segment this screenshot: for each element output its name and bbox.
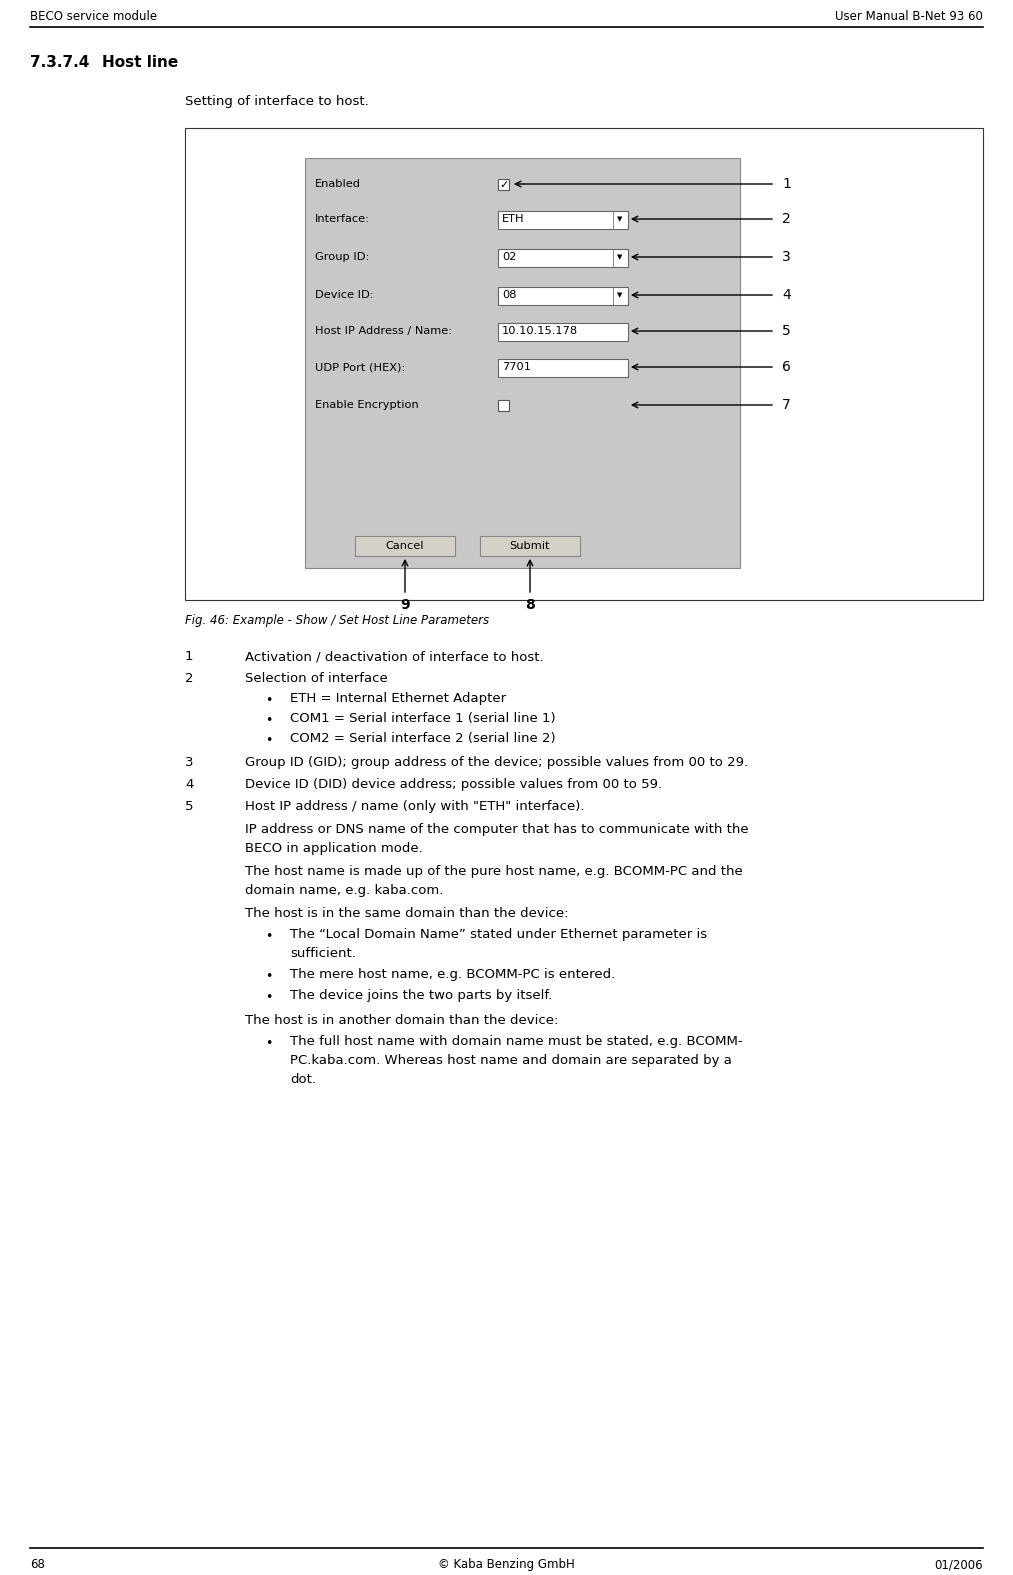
Text: 5: 5 — [185, 800, 193, 813]
Text: The host is in another domain than the device:: The host is in another domain than the d… — [245, 1014, 558, 1027]
Text: IP address or DNS name of the computer that has to communicate with the: IP address or DNS name of the computer t… — [245, 824, 749, 836]
Text: 3: 3 — [782, 250, 791, 265]
Text: 3: 3 — [185, 756, 193, 769]
Text: 4: 4 — [185, 778, 193, 791]
Text: The mere host name, e.g. BCOMM-PC is entered.: The mere host name, e.g. BCOMM-PC is ent… — [290, 969, 615, 981]
Text: Enable Encryption: Enable Encryption — [315, 400, 418, 410]
Text: Host IP address / name (only with "ETH" interface).: Host IP address / name (only with "ETH" … — [245, 800, 585, 813]
Bar — [498, 249, 628, 268]
Text: ETH = Internal Ethernet Adapter: ETH = Internal Ethernet Adapter — [290, 691, 506, 706]
Text: 7: 7 — [782, 398, 791, 413]
Text: dot.: dot. — [290, 1073, 316, 1087]
Text: Host line: Host line — [102, 55, 178, 69]
Text: •: • — [265, 929, 272, 943]
Bar — [480, 536, 580, 556]
Text: The device joins the two parts by itself.: The device joins the two parts by itself… — [290, 989, 552, 1002]
Text: 8: 8 — [525, 598, 535, 613]
Text: 7701: 7701 — [502, 362, 531, 372]
Text: Group ID (GID); group address of the device; possible values from 00 to 29.: Group ID (GID); group address of the dev… — [245, 756, 749, 769]
Text: 01/2006: 01/2006 — [934, 1558, 983, 1570]
Text: 1: 1 — [782, 176, 791, 191]
Text: 02: 02 — [502, 252, 517, 261]
Text: 08: 08 — [502, 290, 517, 299]
Text: Cancel: Cancel — [386, 540, 424, 551]
Text: ▼: ▼ — [617, 254, 622, 260]
Text: COM2 = Serial interface 2 (serial line 2): COM2 = Serial interface 2 (serial line 2… — [290, 732, 555, 745]
Text: Interface:: Interface: — [315, 214, 370, 224]
Text: Device ID (DID) device address; possible values from 00 to 59.: Device ID (DID) device address; possible… — [245, 778, 663, 791]
Text: 10.10.15.178: 10.10.15.178 — [502, 326, 578, 335]
Text: 2: 2 — [782, 213, 791, 225]
Text: 5: 5 — [782, 324, 791, 339]
Text: PC.kaba.com. Whereas host name and domain are separated by a: PC.kaba.com. Whereas host name and domai… — [290, 1054, 731, 1066]
Text: 2: 2 — [185, 673, 193, 685]
Text: 7.3.7.4: 7.3.7.4 — [30, 55, 89, 69]
Text: •: • — [265, 970, 272, 983]
Text: The host is in the same domain than the device:: The host is in the same domain than the … — [245, 907, 568, 920]
Text: 68: 68 — [30, 1558, 45, 1570]
Bar — [498, 178, 509, 189]
Text: Submit: Submit — [510, 540, 550, 551]
Text: © Kaba Benzing GmbH: © Kaba Benzing GmbH — [438, 1558, 574, 1570]
Text: The “Local Domain Name” stated under Ethernet parameter is: The “Local Domain Name” stated under Eth… — [290, 928, 707, 940]
Text: UDP Port (HEX):: UDP Port (HEX): — [315, 362, 405, 372]
Text: Activation / deactivation of interface to host.: Activation / deactivation of interface t… — [245, 650, 544, 663]
Text: sufficient.: sufficient. — [290, 947, 356, 961]
Text: User Manual B-Net 93 60: User Manual B-Net 93 60 — [835, 9, 983, 24]
Text: BECO service module: BECO service module — [30, 9, 157, 24]
Text: 4: 4 — [782, 288, 791, 302]
Text: 9: 9 — [400, 598, 410, 613]
Text: Device ID:: Device ID: — [315, 290, 374, 299]
Text: The full host name with domain name must be stated, e.g. BCOMM-: The full host name with domain name must… — [290, 1035, 743, 1047]
Text: COM1 = Serial interface 1 (serial line 1): COM1 = Serial interface 1 (serial line 1… — [290, 712, 555, 724]
Text: Fig. 46: Example - Show / Set Host Line Parameters: Fig. 46: Example - Show / Set Host Line … — [185, 614, 489, 627]
Text: Setting of interface to host.: Setting of interface to host. — [185, 94, 369, 109]
Text: Host IP Address / Name:: Host IP Address / Name: — [315, 326, 452, 335]
Bar — [498, 359, 628, 376]
Text: •: • — [265, 991, 272, 1003]
Bar — [498, 400, 509, 411]
Text: 6: 6 — [782, 361, 791, 373]
Bar — [498, 323, 628, 342]
Text: ETH: ETH — [502, 214, 525, 224]
Text: The host name is made up of the pure host name, e.g. BCOMM-PC and the: The host name is made up of the pure hos… — [245, 865, 743, 877]
Text: domain name, e.g. kaba.com.: domain name, e.g. kaba.com. — [245, 884, 444, 898]
Text: ▼: ▼ — [617, 216, 622, 222]
Text: Enabled: Enabled — [315, 180, 361, 189]
Text: •: • — [265, 695, 272, 707]
Text: •: • — [265, 734, 272, 747]
Bar — [498, 287, 628, 306]
Text: ▼: ▼ — [617, 291, 622, 298]
Text: •: • — [265, 1036, 272, 1051]
Text: 1: 1 — [185, 650, 193, 663]
Text: Selection of interface: Selection of interface — [245, 673, 388, 685]
Text: BECO in application mode.: BECO in application mode. — [245, 843, 422, 855]
Text: ✓: ✓ — [499, 180, 509, 191]
Text: •: • — [265, 713, 272, 728]
Bar — [185, 128, 983, 600]
Bar — [498, 211, 628, 228]
Bar — [355, 536, 455, 556]
Text: Group ID:: Group ID: — [315, 252, 370, 261]
Bar — [305, 158, 741, 569]
